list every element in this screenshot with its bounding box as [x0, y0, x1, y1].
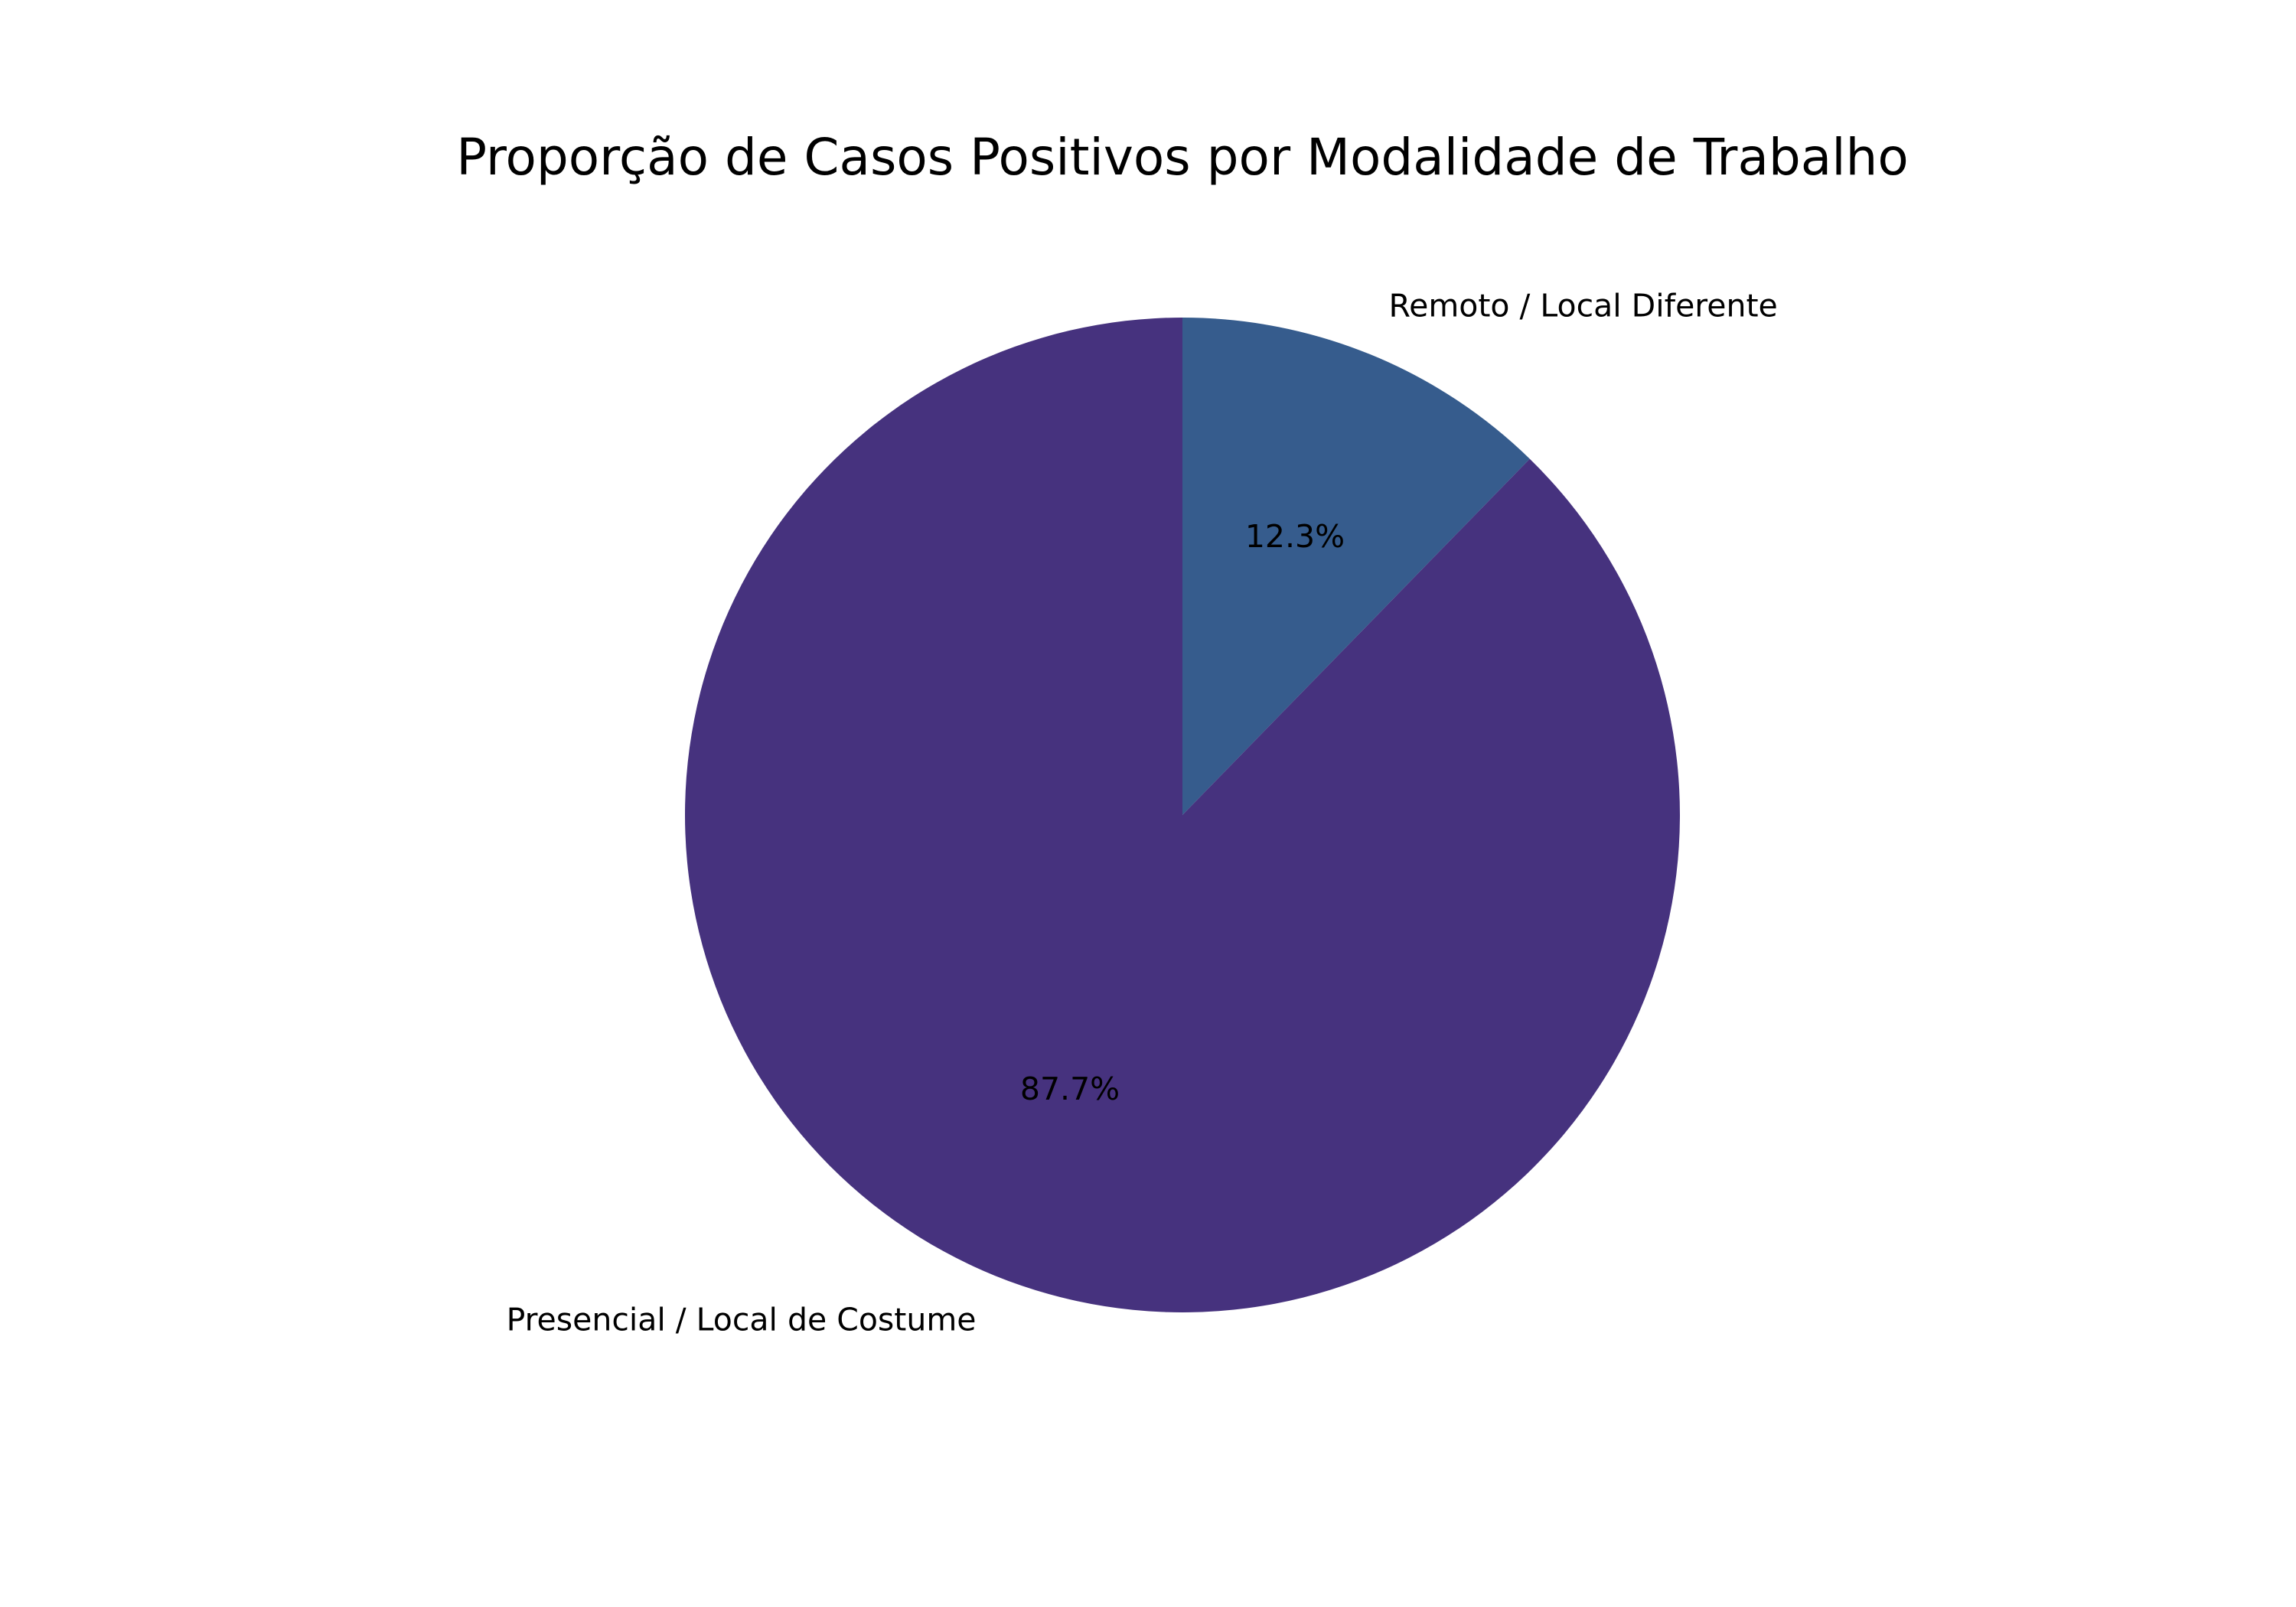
slice-label-1: Presencial / Local de Costume	[507, 1301, 977, 1338]
slice-label-0: Remoto / Local Diferente	[1388, 288, 1777, 324]
pie-slices	[685, 318, 1680, 1312]
pie-labels: Remoto / Local Diferente 12.3% Presencial …	[507, 288, 1778, 1338]
slice-percent-1: 87.7%	[1020, 1071, 1120, 1107]
chart-title: Proporção de Casos Positivos por Modalid…	[456, 128, 1909, 187]
pie-slice-0	[1182, 318, 1530, 815]
slice-percent-0: 12.3%	[1245, 518, 1345, 555]
pie-slice-1	[685, 318, 1680, 1312]
